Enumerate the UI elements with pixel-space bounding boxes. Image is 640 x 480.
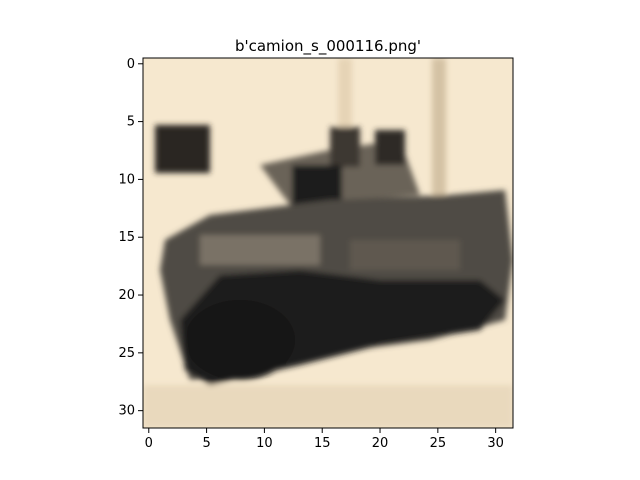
- y-tick-label: 20: [118, 288, 135, 303]
- cab-dark: [292, 165, 342, 205]
- y-tick-label: 0: [127, 57, 135, 72]
- x-tick-label: 5: [202, 436, 210, 451]
- y-tick-label: 15: [118, 230, 135, 245]
- pole-right: [432, 58, 446, 198]
- body-highlight: [200, 235, 320, 265]
- x-tick-label: 15: [314, 436, 331, 451]
- image-area: [143, 58, 513, 428]
- x-tick-label: 30: [487, 436, 504, 451]
- y-tick-label: 10: [118, 172, 135, 187]
- y-tick-label: 5: [127, 115, 135, 130]
- y-axis-ticks: 0 5 10 15 20 25 30: [118, 57, 143, 419]
- wheel: [185, 300, 295, 380]
- axes-frame: [142, 57, 514, 429]
- x-tick-label: 0: [145, 436, 153, 451]
- cab-window-1: [330, 127, 360, 167]
- x-tick-label: 25: [430, 436, 447, 451]
- x-tick-label: 20: [372, 436, 389, 451]
- y-tick-label: 30: [118, 404, 135, 419]
- x-tick-label: 10: [256, 436, 273, 451]
- dark-box: [155, 125, 210, 173]
- body-highlight-2: [350, 240, 460, 270]
- x-axis-ticks: 0 5 10 15 20 25 30: [145, 428, 504, 451]
- ground: [143, 385, 513, 428]
- y-tick-label: 25: [118, 346, 135, 361]
- cab-window-2: [375, 130, 405, 165]
- chart-title: b'camion_s_000116.png': [235, 37, 421, 56]
